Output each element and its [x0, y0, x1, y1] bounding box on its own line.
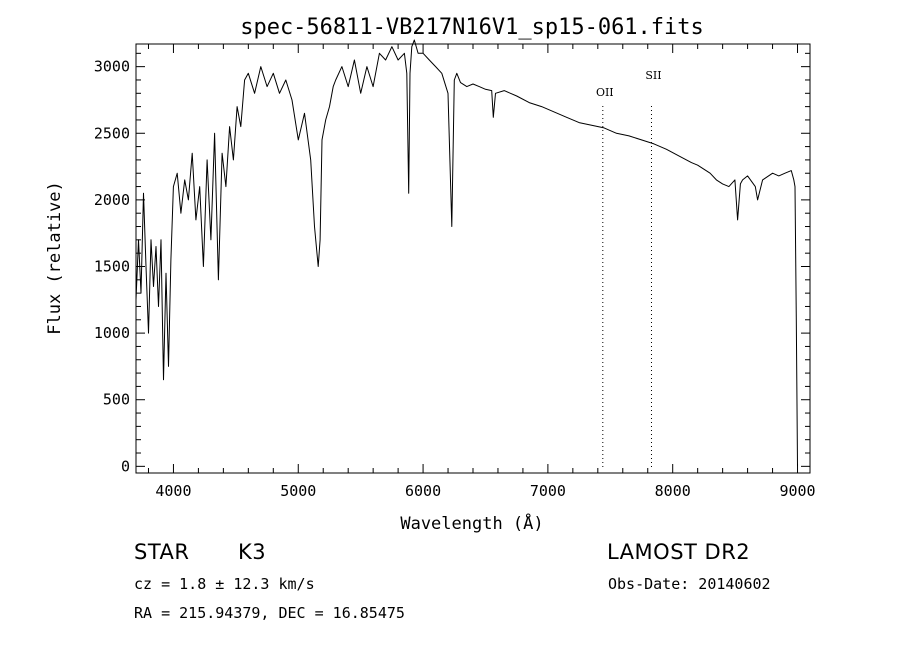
line-marker-label: OII	[596, 86, 614, 99]
plot-area: 4000 5000 6000 7000 8000 9000 0 500 1000 1500 2000…	[94, 39, 816, 500]
spectrum-line	[135, 39, 798, 467]
x-tick-label: 6000	[405, 482, 441, 500]
x-tick-label: 4000	[155, 482, 191, 500]
x-tick-label: 5000	[280, 482, 316, 500]
object-class-label: STAR	[134, 540, 190, 564]
y-tick-label: 2500	[94, 124, 130, 142]
y-tick-label: 2000	[94, 191, 130, 209]
y-tick-label: 500	[103, 391, 130, 409]
subclass-label: K3	[238, 540, 267, 564]
x-tick-label: 7000	[530, 482, 566, 500]
coords-label: RA = 215.94379, DEC = 16.85475	[134, 604, 405, 622]
y-tick-label: 0	[121, 457, 130, 475]
y-tick-label: 3000	[94, 58, 130, 76]
y-tick-label: 1500	[94, 257, 130, 275]
obs-date-label: Obs-Date: 20140602	[608, 575, 771, 593]
chart-title: spec-56811-VB217N16V1_sp15-061.fits	[240, 15, 704, 40]
velocity-label: cz = 1.8 ± 12.3 km/s	[134, 575, 315, 593]
line-marker-label: SII	[645, 69, 661, 82]
survey-label: LAMOST DR2	[607, 540, 751, 564]
x-tick-label: 8000	[655, 482, 691, 500]
y-tick-label: 1000	[94, 324, 130, 342]
x-tick-label: 9000	[779, 482, 815, 500]
x-axis-label: Wavelength (Å)	[400, 512, 543, 534]
y-axis-label: Flux (relative)	[45, 181, 65, 335]
